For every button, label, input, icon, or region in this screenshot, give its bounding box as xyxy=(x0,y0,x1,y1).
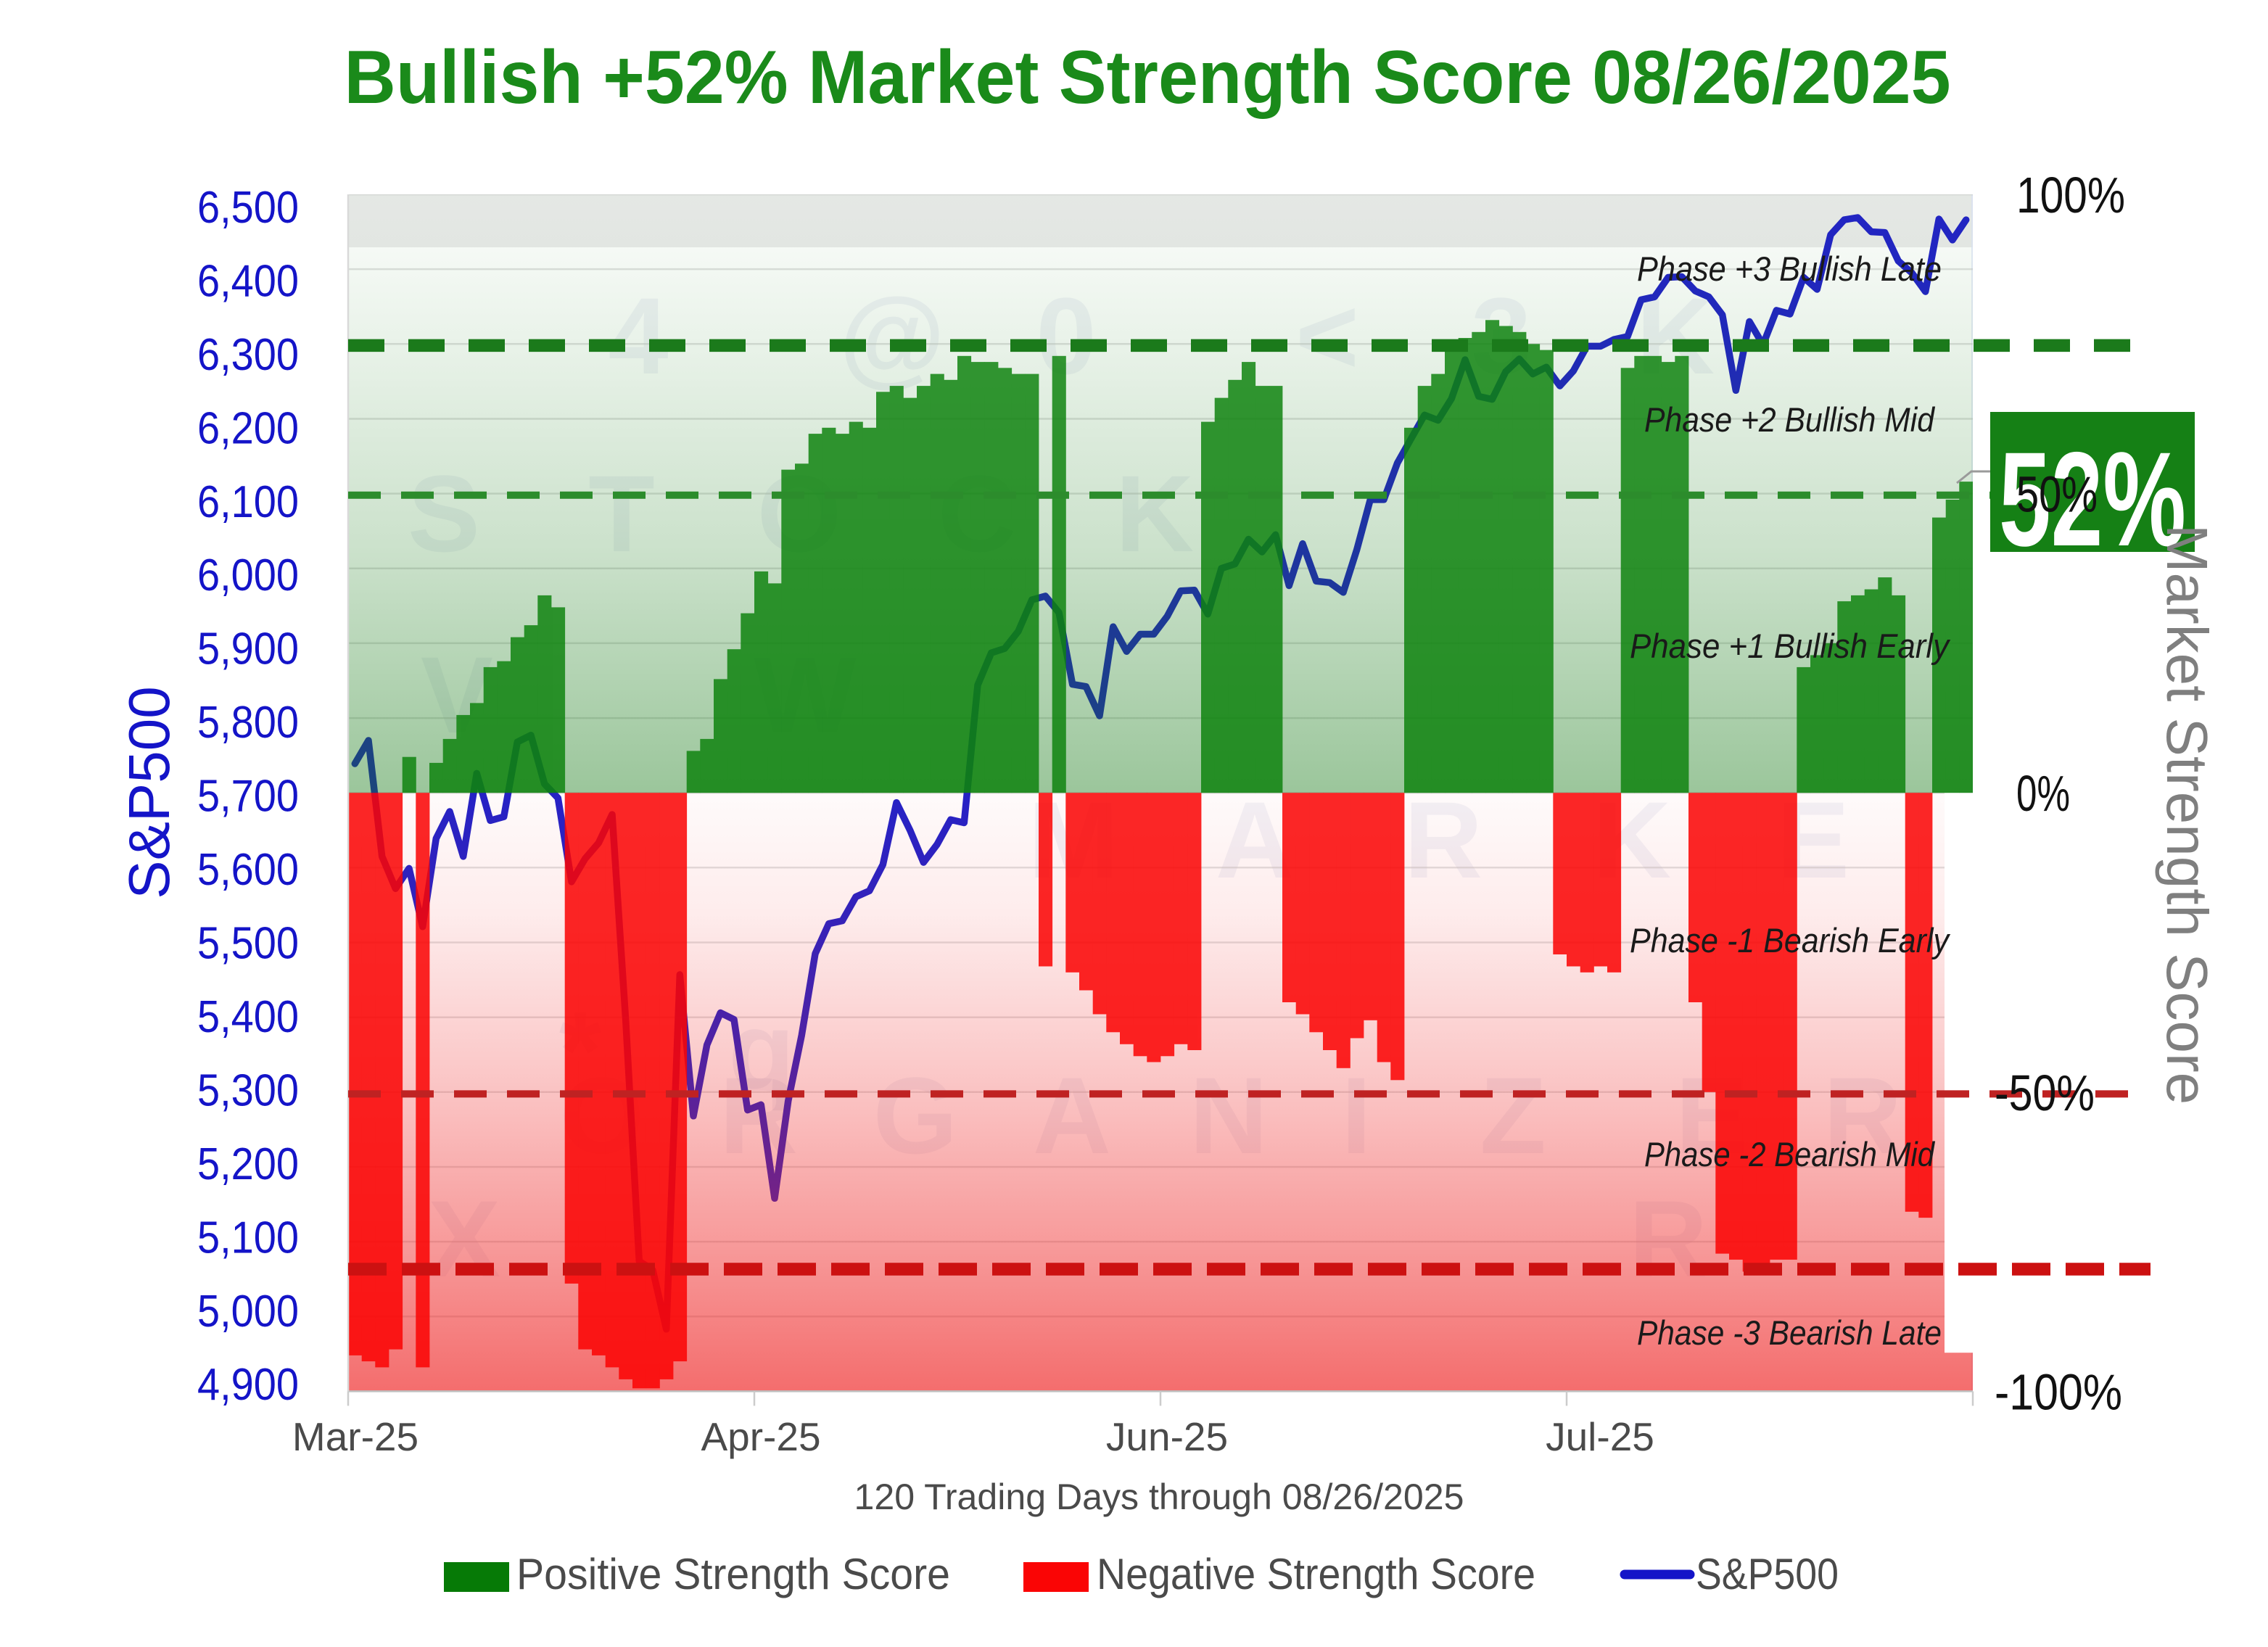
svg-text:5,300: 5,300 xyxy=(197,1065,299,1115)
svg-text:6,200: 6,200 xyxy=(197,403,299,453)
svg-text:5,800: 5,800 xyxy=(197,698,299,748)
svg-text:5,100: 5,100 xyxy=(197,1213,299,1263)
svg-text:-100%: -100% xyxy=(1995,1363,2122,1420)
svg-text:5,900: 5,900 xyxy=(197,624,299,674)
svg-text:Mar-25: Mar-25 xyxy=(292,1414,418,1459)
svg-text:6,100: 6,100 xyxy=(197,477,299,527)
svg-text:Phase +1 Bullish Early: Phase +1 Bullish Early xyxy=(1630,627,1950,665)
svg-text:6,400: 6,400 xyxy=(197,256,299,306)
svg-text:Phase -1 Bearish Early: Phase -1 Bearish Early xyxy=(1630,921,1950,959)
svg-text:6,500: 6,500 xyxy=(197,183,299,233)
svg-text:5,200: 5,200 xyxy=(197,1139,299,1189)
svg-text:5,400: 5,400 xyxy=(197,992,299,1042)
svg-text:100%: 100% xyxy=(2016,167,2125,223)
svg-text:Phase -2 Bearish Mid: Phase -2 Bearish Mid xyxy=(1644,1135,1936,1173)
svg-text:Bullish +52% Market Strength S: Bullish +52% Market Strength Score 08/26… xyxy=(345,36,1951,120)
svg-text:Jun-25: Jun-25 xyxy=(1106,1414,1228,1459)
svg-text:4,900: 4,900 xyxy=(197,1360,299,1410)
svg-text:5,500: 5,500 xyxy=(197,919,299,969)
svg-text:Phase +3 Bullish Late: Phase +3 Bullish Late xyxy=(1637,249,1942,288)
svg-text:50%: 50% xyxy=(2016,466,2098,523)
svg-text:Apr-25: Apr-25 xyxy=(701,1414,820,1459)
svg-text:5,700: 5,700 xyxy=(197,772,299,822)
svg-text:Phase +2 Bullish Mid: Phase +2 Bullish Mid xyxy=(1644,400,1936,439)
svg-text:S&P500: S&P500 xyxy=(1696,1550,1839,1598)
svg-text:6,300: 6,300 xyxy=(197,330,299,380)
svg-text:-50%: -50% xyxy=(1995,1065,2095,1121)
svg-text:52%: 52% xyxy=(1999,425,2186,574)
svg-text:Jul-25: Jul-25 xyxy=(1546,1414,1654,1459)
svg-text:5,000: 5,000 xyxy=(197,1287,299,1337)
svg-text:6,000: 6,000 xyxy=(197,550,299,600)
svg-text:5,600: 5,600 xyxy=(197,845,299,895)
svg-text:Negative Strength Score: Negative Strength Score xyxy=(1097,1550,1535,1598)
svg-text:Market Strength Score: Market Strength Score xyxy=(2155,524,2219,1105)
svg-text:Positive Strength Score: Positive Strength Score xyxy=(516,1550,950,1598)
svg-text:120 Trading Days through 08/26: 120 Trading Days through 08/26/2025 xyxy=(854,1477,1464,1517)
svg-text:Phase -3 Bearish Late: Phase -3 Bearish Late xyxy=(1637,1313,1942,1352)
svg-text:0%: 0% xyxy=(2016,765,2070,822)
svg-text:S&P500: S&P500 xyxy=(117,686,181,899)
